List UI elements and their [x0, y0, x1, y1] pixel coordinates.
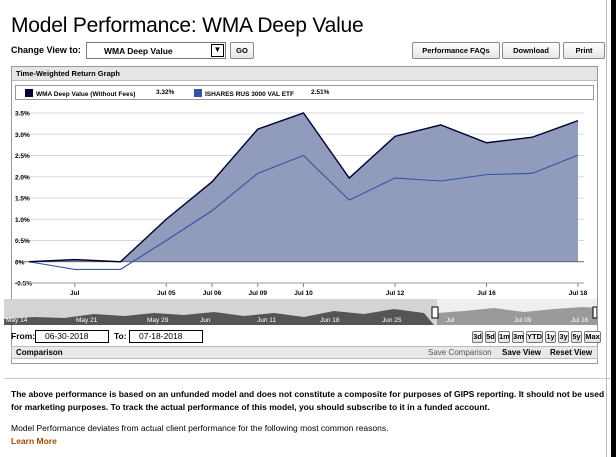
chart-legend: WMA Deep Value (Without Fees) 3.32% ISHA… [15, 85, 594, 100]
legend-name-model: WMA Deep Value (Without Fees) [36, 91, 136, 98]
y-tick-label: 3.0% [15, 132, 30, 139]
series-area-model [29, 113, 578, 262]
x-tick-label: Jul 09 [249, 290, 268, 297]
range-button-max[interactable]: Max [584, 331, 601, 343]
graph-header: Time-Weighted Return Graph [12, 67, 597, 81]
return-chart: -0.5% 0% 0.5% 1.0% 1.5% 2.0% 2.5% 3.0% 3.5% Jul Ju… [15, 111, 588, 297]
navigator-date-label: May 29 [147, 317, 169, 324]
go-button[interactable]: GO [230, 42, 254, 59]
print-button[interactable]: Print [563, 42, 605, 59]
series-line-model [28, 112, 579, 263]
date-navigator[interactable]: May 14 May 21 May 29 Jun Jun 11 Jun 18 Jun 25 J… [4, 299, 597, 325]
legend-value-model: 3.32% [156, 89, 175, 96]
navigator-right-handle[interactable] [592, 306, 597, 319]
x-tick-label: Jul 06 [203, 290, 222, 297]
save-view-link[interactable]: Save View [502, 348, 541, 357]
navigator-date-label: Jun 11 [257, 317, 276, 324]
chevron-down-icon[interactable]: ▼ [211, 44, 224, 57]
model-select[interactable]: WMA Deep Value ▼ [86, 42, 226, 59]
navigator-date-label: Jul 09 [514, 317, 532, 324]
legend-entry-benchmark[interactable]: ISHARES RUS 3000 VAL ETF [194, 89, 294, 98]
navigator-date-label: Jun [200, 317, 211, 324]
comparison-label[interactable]: Comparison [16, 348, 63, 357]
legend-swatch-model [25, 89, 33, 97]
section-divider [4, 378, 612, 379]
x-tick-label: Jul 16 [477, 290, 496, 297]
page-title-prefix: Model Performance: [11, 14, 197, 37]
comparison-bar: Comparison Save Comparison Save View Res… [11, 346, 598, 359]
date-range-bar: From: 06-30-2018 To: 07-18-2018 3d 5d 1m 3m… [11, 330, 601, 344]
performance-faqs-button[interactable]: Performance FAQs [412, 42, 500, 59]
x-tick-label: Jul 18 [569, 290, 588, 297]
range-button-3m[interactable]: 3m [512, 331, 524, 343]
page-title: Model Performance: WMA Deep Value [11, 14, 364, 38]
reset-view-link[interactable]: Reset View [550, 348, 593, 357]
legend-value-benchmark: 2.51% [311, 89, 330, 96]
frame-inner-border [606, 0, 607, 457]
range-button-5y[interactable]: 5y [571, 331, 582, 343]
navigator-date-label: Jun 18 [320, 317, 340, 324]
y-tick-label: 0% [15, 259, 25, 266]
range-button-1m[interactable]: 1m [498, 331, 510, 343]
learn-more-link[interactable]: Learn More [11, 436, 57, 446]
x-tick-label: Jul 10 [294, 290, 313, 297]
x-tick-label: Jul 05 [157, 290, 176, 297]
view-controls: Change View to: WMA Deep Value ▼ GO Perf… [11, 42, 606, 62]
legend-name-benchmark: ISHARES RUS 3000 VAL ETF [205, 91, 294, 98]
frame-border [611, 0, 616, 457]
page-title-model: WMA Deep Value [202, 14, 364, 37]
x-tick-label: Jul [70, 290, 80, 297]
to-date-input[interactable]: 07-18-2018 [129, 330, 203, 343]
from-date-input[interactable]: 06-30-2018 [35, 330, 109, 343]
x-tick-label: Jul 12 [386, 290, 405, 297]
range-button-1y[interactable]: 1y [545, 331, 556, 343]
y-tick-label: 3.5% [15, 111, 30, 118]
model-select-value: WMA Deep Value [104, 46, 173, 56]
y-tick-label: 1.5% [15, 196, 30, 203]
navigator-date-label: May 14 [6, 317, 28, 324]
save-comparison-link[interactable]: Save Comparison [428, 348, 492, 357]
series-line-benchmark [28, 154, 579, 270]
gips-disclaimer: The above performance is based on an unf… [11, 389, 605, 412]
navigator-selected-sparkline [437, 307, 597, 325]
navigator-date-label: May 21 [76, 317, 98, 324]
y-tick-label: 1.0% [15, 217, 30, 224]
navigator-date-label: Jul 16 [571, 317, 589, 324]
navigator-date-label: Jul [446, 317, 455, 324]
from-label: From: [11, 331, 36, 341]
y-tick-label: 2.5% [15, 153, 30, 160]
legend-entry-model[interactable]: WMA Deep Value (Without Fees) [25, 89, 135, 98]
navigator-date-label: Jun 25 [382, 317, 402, 324]
to-label: To: [114, 331, 127, 341]
navigator-left-handle[interactable] [431, 306, 439, 319]
change-view-label: Change View to: [11, 45, 81, 55]
legend-swatch-benchmark [194, 89, 202, 97]
deviation-note: Model Performance deviates from actual c… [11, 423, 389, 433]
y-tick-label: -0.5% [15, 281, 32, 288]
range-button-ytd[interactable]: YTD [526, 331, 543, 343]
y-tick-label: 2.0% [15, 174, 30, 181]
range-button-3y[interactable]: 3y [558, 331, 569, 343]
download-button[interactable]: Download [502, 42, 560, 59]
navigator-sparkline [4, 309, 434, 325]
range-button-5d[interactable]: 5d [485, 331, 496, 343]
range-button-3d[interactable]: 3d [472, 331, 483, 343]
y-tick-label: 0.5% [15, 238, 30, 245]
